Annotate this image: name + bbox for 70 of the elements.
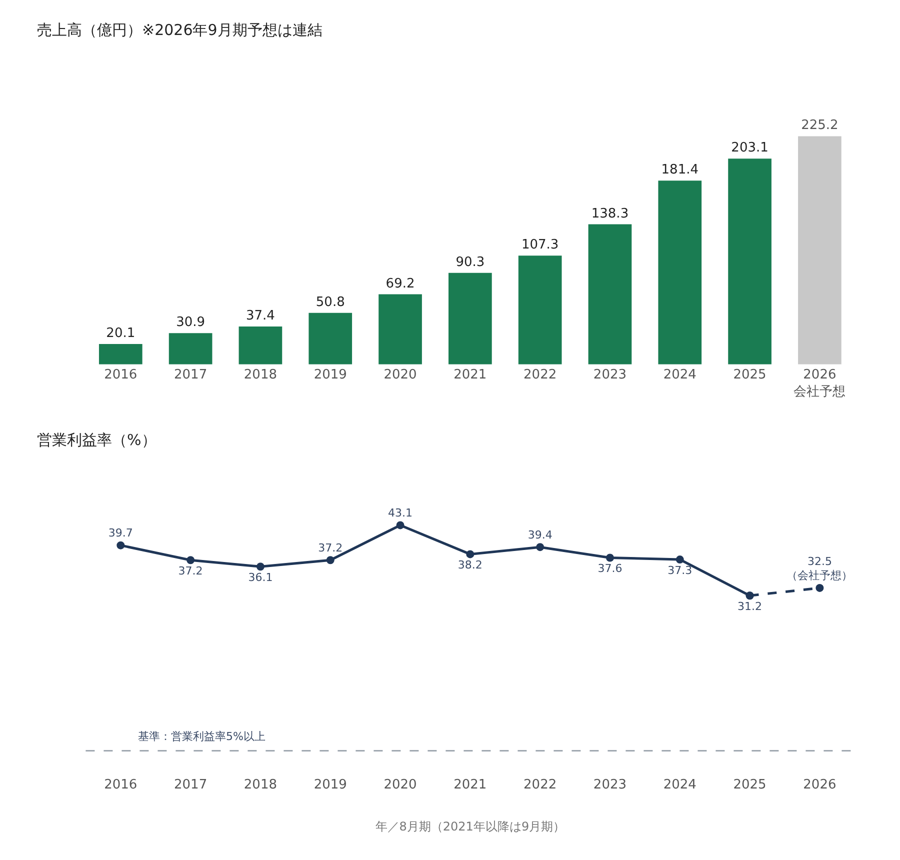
point [676, 556, 684, 564]
point [256, 562, 264, 571]
bar [728, 158, 772, 364]
point [466, 550, 474, 558]
data-label: 181.4 [661, 162, 698, 178]
x-tick-label: 2019 [314, 777, 347, 792]
data-label: 38.2 [458, 558, 482, 572]
point [396, 521, 404, 530]
point [746, 592, 754, 600]
bar [448, 272, 492, 364]
x-tick-label: 2018 [244, 367, 278, 382]
data-label: 37.2 [318, 541, 343, 554]
data-label: 225.2 [801, 118, 838, 134]
bar [518, 256, 562, 364]
x-axis-title: 年／8月期（2021年以降は9月期） [375, 819, 566, 834]
bar [238, 326, 282, 364]
x-tick-label: 2016 [104, 367, 138, 382]
x-tick-label: 2026 会社予想 [794, 367, 846, 400]
x-tick-label: 2017 [174, 367, 208, 382]
data-label: 20.1 [106, 326, 136, 342]
data-label: 31.2 [738, 600, 762, 613]
x-tick-label: 2022 [524, 367, 557, 382]
point [606, 554, 614, 562]
x-tick-label: 2021 [454, 367, 487, 382]
data-label: 39.4 [528, 528, 552, 542]
x-tick-label: 2025 [733, 367, 766, 382]
data-label: 37.4 [246, 308, 275, 324]
point [536, 543, 544, 552]
point [816, 584, 824, 592]
ref-line-label: 基準：営業利益率5%以上 [138, 730, 266, 743]
point [116, 541, 125, 550]
x-tick-label: 2022 [524, 777, 557, 792]
x-tick-label: 2023 [593, 367, 627, 382]
bar [658, 180, 702, 364]
point [186, 556, 195, 564]
x-tick-label: 2020 [384, 367, 417, 382]
data-label: 37.6 [598, 562, 622, 575]
x-tick-label: 2021 [454, 777, 487, 792]
bar [98, 344, 142, 364]
chart-title: 売上高（億円）※2026年9月期予想は連結 [37, 21, 322, 39]
x-tick-label: 2016 [104, 777, 138, 792]
x-tick-label: 2024 [663, 367, 696, 382]
bar [308, 312, 352, 364]
x-tick-label: 2017 [174, 777, 208, 792]
chart-title: 営業利益率（%） [37, 431, 156, 449]
data-label: 107.3 [521, 238, 559, 253]
data-label: 69.2 [386, 276, 415, 292]
point [326, 556, 334, 564]
data-label: 32.5 （会社予想） [786, 554, 853, 582]
bar [168, 333, 212, 364]
bar [588, 224, 632, 364]
x-tick-label: 2024 [663, 777, 696, 792]
x-tick-label: 2026 [803, 777, 836, 792]
x-tick-label: 2025 [733, 777, 766, 792]
data-label: 138.3 [591, 206, 629, 222]
data-label: 30.9 [176, 315, 206, 330]
data-label: 50.8 [316, 294, 345, 310]
data-label: 36.1 [248, 570, 273, 584]
data-label: 90.3 [456, 254, 485, 270]
data-label: 37.2 [178, 564, 203, 578]
data-label: 39.7 [108, 526, 133, 540]
x-tick-label: 2020 [384, 777, 417, 792]
data-label: 43.1 [388, 506, 413, 520]
data-label: 203.1 [731, 140, 768, 156]
x-tick-label: 2023 [593, 777, 627, 792]
x-tick-label: 2018 [244, 777, 278, 792]
bar [798, 136, 842, 364]
x-tick-label: 2019 [314, 367, 347, 382]
bar [378, 294, 422, 364]
data-label: 37.3 [668, 564, 692, 577]
